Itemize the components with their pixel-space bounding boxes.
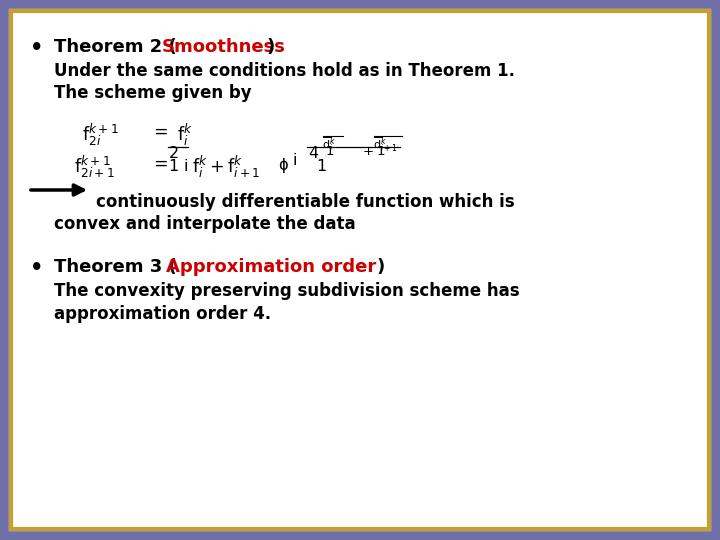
Text: $\mathsf{f}_{2i}^{k+1}$: $\mathsf{f}_{2i}^{k+1}$: [82, 122, 119, 148]
Text: ): ): [267, 38, 275, 56]
Text: $\mathsf{=}$: $\mathsf{=}$: [150, 154, 168, 172]
Text: $\mathsf{\overline{d}}_i^k$: $\mathsf{\overline{d}}_i^k$: [322, 135, 336, 154]
Text: $\mathsf{1\ i}$: $\mathsf{1\ i}$: [168, 158, 189, 174]
Text: $\mathsf{4}$: $\mathsf{4}$: [308, 145, 319, 161]
Text: $\mathsf{f}_i^k + \mathsf{f}_{i+1}^k$: $\mathsf{f}_i^k + \mathsf{f}_{i+1}^k$: [192, 154, 261, 180]
Text: $\mathsf{1}$: $\mathsf{1}$: [325, 145, 334, 158]
Text: convex and interpolate the data: convex and interpolate the data: [54, 215, 356, 233]
Text: •: •: [30, 258, 43, 278]
Text: continuously differentiable function which is: continuously differentiable function whi…: [96, 193, 515, 211]
Text: $\mathsf{1}$: $\mathsf{1}$: [316, 158, 327, 174]
Text: $\mathsf{2}$: $\mathsf{2}$: [168, 145, 179, 161]
Text: Smoothness: Smoothness: [162, 38, 286, 56]
Text: $\mathsf{f}_{2i+1}^{k+1}$: $\mathsf{f}_{2i+1}^{k+1}$: [74, 154, 115, 180]
Text: $\mathsf{+}$: $\mathsf{+}$: [362, 145, 374, 158]
Text: approximation order 4.: approximation order 4.: [54, 305, 271, 323]
Text: ): ): [376, 258, 384, 276]
Text: $\mathsf{1}$: $\mathsf{1}$: [376, 145, 385, 158]
Text: $\mathsf{\overline{d}}_{i+1}^k$: $\mathsf{\overline{d}}_{i+1}^k$: [373, 135, 398, 154]
Text: $\mathsf{f}_i^k$: $\mathsf{f}_i^k$: [177, 122, 193, 148]
Text: Theorem 3 (: Theorem 3 (: [54, 258, 176, 276]
Text: $\mathsf{i}$: $\mathsf{i}$: [292, 152, 297, 168]
Text: Approximation order: Approximation order: [166, 258, 377, 276]
Text: $\mathtt{\phi}$: $\mathtt{\phi}$: [278, 156, 289, 175]
Text: $\mathsf{=}$: $\mathsf{=}$: [150, 122, 168, 140]
Text: The convexity preserving subdivision scheme has: The convexity preserving subdivision sch…: [54, 282, 520, 300]
Text: •: •: [30, 38, 43, 58]
Text: Under the same conditions hold as in Theorem 1.: Under the same conditions hold as in The…: [54, 62, 515, 80]
Text: The scheme given by: The scheme given by: [54, 84, 251, 102]
Text: Theorem 2 (: Theorem 2 (: [54, 38, 176, 56]
